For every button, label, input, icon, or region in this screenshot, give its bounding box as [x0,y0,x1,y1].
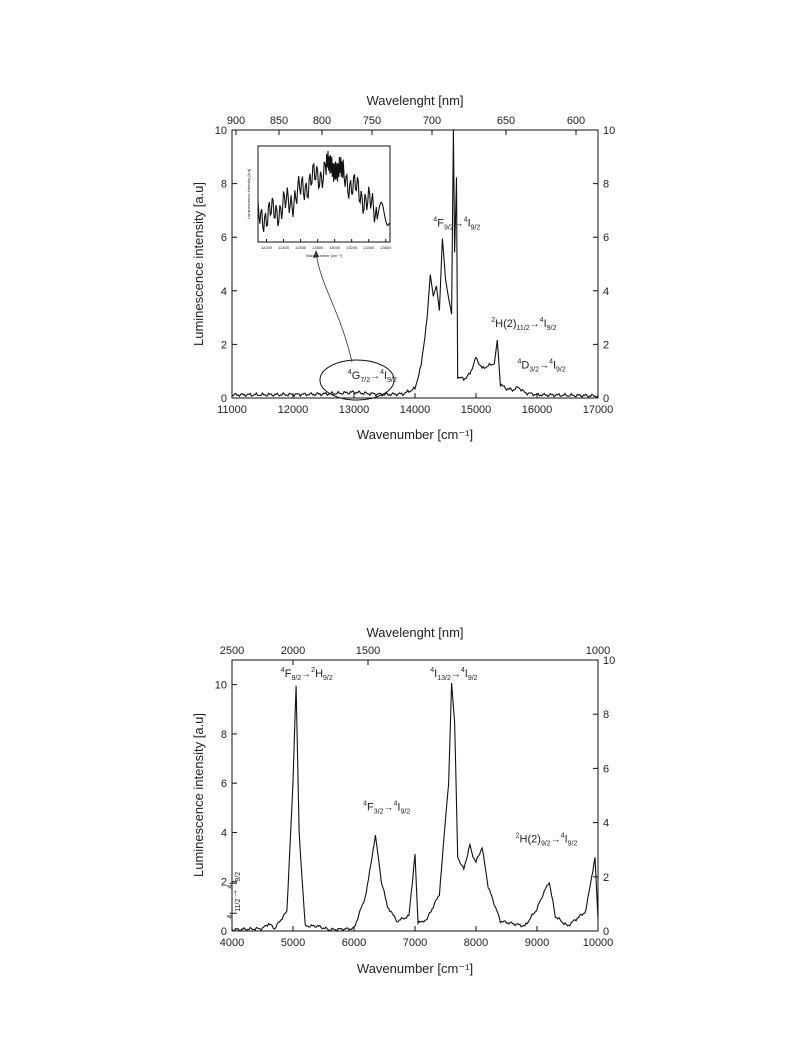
inset-x-tick-label: 13000 [329,245,341,250]
y-tick-label: 4 [221,827,227,839]
chart-1-inset-x-label: Wavenumber [cm⁻¹] [306,253,342,258]
right-y-tick-label: 6 [603,232,609,244]
y-tick-label: 8 [221,729,227,741]
chart-1-arrowhead [313,250,319,258]
chart-1-inset: Luminescence intensity [a.u] Wavenumber … [246,145,392,258]
chart-1-highlight-ellipse [319,359,395,401]
svg-text:4F3/2→4I9/2: 4F3/2→4I9/2 [363,800,410,815]
inset-x-tick-label: 13400 [363,245,375,250]
right-y-tick-label: 0 [603,393,609,405]
transition-label: 2H(2)9/2→4I9/2 [516,832,578,847]
right-y-tick-label: 8 [603,709,609,721]
x-tick-label: 6000 [342,937,366,949]
transition-label: 4F3/2→4I9/2 [363,800,410,815]
chart-1-x-axis-label: Wavenumber [cm⁻¹] [357,427,473,442]
top-tick-label: 900 [227,115,245,127]
chart-1-inset-frame [257,145,391,243]
right-y-tick-label: 6 [603,763,609,775]
x-tick-label: 13000 [339,404,370,416]
x-tick-label: 8000 [464,937,488,949]
right-y-tick-label: 8 [603,179,609,191]
x-tick-label: 10000 [583,937,614,949]
y-tick-label: 2 [221,877,227,889]
transition-label: 4F9/2→4I9/2 [433,216,480,231]
top-tick-label: 2500 [220,645,244,657]
x-tick-label: 11000 [217,404,247,416]
inset-x-tick-label: 13600 [380,245,392,250]
chart-2-spectrum-line [231,683,599,932]
y-tick-label: 0 [221,393,227,405]
x-tick-label: 16000 [522,404,553,416]
chart-1-top-axis-label: Wavelenght [nm] [366,93,463,108]
x-tick-label: 4000 [220,937,244,949]
y-tick-label: 4 [221,286,227,298]
right-y-tick-label: 10 [603,125,615,137]
svg-text:4I11/2→4I9/2: 4I11/2→4I9/2 [227,872,242,919]
chart-2-y-axis-label: Luminescence intensity [a.u] [191,713,206,877]
x-tick-label: 15000 [461,404,492,416]
chart-1-spectrum-line [231,129,599,398]
inset-x-tick-label: 13200 [346,245,358,250]
right-y-tick-label: 2 [603,339,609,351]
top-tick-label: 600 [567,115,585,127]
chart-2-plot-frame [231,659,599,932]
top-tick-label: 850 [270,115,288,127]
inset-x-tick-label: 12400 [278,245,290,250]
top-tick-label: 650 [497,115,515,127]
inset-x-tick-label: 12200 [261,245,273,250]
x-tick-label: 7000 [403,937,427,949]
svg-text:4G7/2→4I9/2: 4G7/2→4I9/2 [348,369,397,384]
y-tick-label: 10 [215,680,227,692]
y-tick-label: 2 [221,339,227,351]
x-tick-label: 12000 [278,404,309,416]
chart-1-inset-spectrum-line [257,150,390,233]
svg-text:4I13/2→4I9/2: 4I13/2→4I9/2 [430,667,477,682]
chart-1-inset-y-label: Luminescence intensity [a.u] [246,169,251,219]
y-tick-label: 0 [221,926,227,938]
x-tick-label: 17000 [583,404,614,416]
x-tick-label: 9000 [525,937,549,949]
y-tick-label: 8 [221,179,227,191]
y-tick-label: 6 [221,778,227,790]
chart-1-inset-pointer-arrow [315,251,353,363]
transition-label: 2H(2)11/2→4I9/2 [491,317,556,332]
top-tick-label: 750 [363,115,381,127]
inset-x-tick-label: 12800 [312,245,324,250]
top-tick-label: 2000 [281,645,305,657]
top-tick-label: 1000 [586,645,610,657]
top-tick-label: 800 [313,115,331,127]
transition-label: 4G7/2→4I9/2 [348,369,397,384]
chart-1-plot-frame [231,129,599,399]
x-tick-label: 14000 [400,404,431,416]
y-tick-label: 6 [221,232,227,244]
transition-label: 4F9/2→2H9/2 [281,667,333,682]
chart-2-top-axis-label: Wavelenght [nm] [366,625,463,640]
svg-text:2H(2)9/2→4I9/2: 2H(2)9/2→4I9/2 [516,832,578,847]
top-tick-label: 700 [423,115,441,127]
right-y-tick-label: 0 [603,926,609,938]
svg-text:4F9/2→2H9/2: 4F9/2→2H9/2 [281,667,333,682]
right-y-tick-label: 10 [603,655,615,667]
transition-label: 4I11/2→4I9/2 [227,872,242,919]
top-tick-label: 1500 [356,645,380,657]
chart-2-x-axis-label: Wavenumber [cm⁻¹] [357,961,473,976]
x-tick-label: 5000 [281,937,305,949]
y-tick-label: 10 [215,125,227,137]
svg-text:4F9/2→4I9/2: 4F9/2→4I9/2 [433,216,480,231]
chart-1: Wavelenght [nm] Wavenumber [cm⁻¹] Lumine… [191,93,615,442]
chart-2: Wavelenght [nm] Wavenumber [cm⁻¹] Lumine… [191,625,615,976]
svg-text:2H(2)11/2→4I9/2: 2H(2)11/2→4I9/2 [491,317,556,332]
transition-label: 4I13/2→4I9/2 [430,667,477,682]
chart-1-y-axis-label: Luminescence intensity [a.u] [191,182,206,346]
svg-text:4D3/2→4I9/2: 4D3/2→4I9/2 [517,359,565,374]
right-y-tick-label: 2 [603,872,609,884]
right-y-tick-label: 4 [603,286,609,298]
transition-label: 4D3/2→4I9/2 [517,359,565,374]
right-y-tick-label: 4 [603,818,609,830]
inset-x-tick-label: 12600 [295,245,307,250]
